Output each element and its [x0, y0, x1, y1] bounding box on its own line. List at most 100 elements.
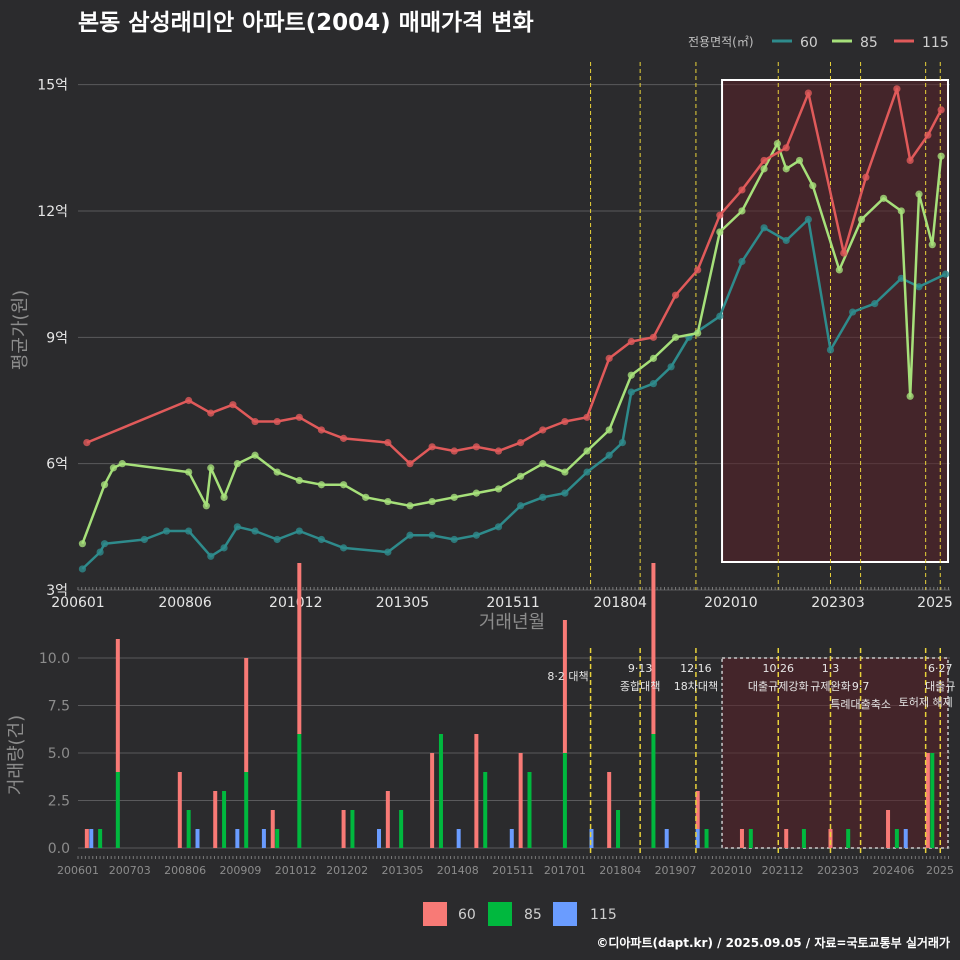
- data-point-60: [220, 544, 228, 552]
- data-point-60: [605, 451, 613, 459]
- top-x-tick-label: 200601: [51, 595, 104, 611]
- data-point-60: [295, 527, 303, 535]
- policy-label: 6·27: [928, 662, 953, 675]
- bar-legend-swatch-115: [553, 902, 577, 926]
- policy-sublabel: 특례대출축소: [830, 698, 891, 711]
- data-point-115: [760, 156, 768, 165]
- source-caption: ©디아파트(dapt.kr) / 2025.09.05 / 자료=국토교통부 실…: [596, 935, 950, 950]
- data-point-85: [251, 451, 259, 459]
- policy-label: 10·26: [763, 662, 795, 675]
- data-point-60: [185, 527, 193, 535]
- bottom-y-tick-label: 2.5: [48, 794, 70, 810]
- data-point-85: [494, 485, 503, 493]
- volume-bar-85: [748, 829, 753, 848]
- data-point-115: [804, 89, 812, 97]
- data-point-85: [906, 392, 914, 400]
- data-point-60: [915, 283, 923, 291]
- data-point-60: [804, 215, 812, 223]
- policy-label: 12·16: [680, 662, 712, 675]
- highlight-region-bottom: [721, 657, 949, 849]
- volume-bar-115: [903, 829, 908, 848]
- data-point-85: [694, 329, 702, 337]
- data-point-60: [826, 346, 835, 354]
- bottom-x-tick-label: 201511: [492, 864, 534, 877]
- volume-bar-85: [244, 772, 249, 848]
- data-point-115: [406, 460, 414, 468]
- data-point-115: [185, 396, 193, 405]
- data-point-60: [782, 236, 790, 245]
- volume-bar-85: [98, 829, 103, 848]
- bottom-x-tick-label: 202303: [817, 864, 859, 877]
- bottom-x-tick-label: 200909: [219, 864, 261, 877]
- data-point-60: [871, 300, 879, 308]
- data-point-115: [384, 439, 392, 447]
- policy-label: 1·3: [822, 662, 840, 675]
- data-point-115: [862, 173, 870, 181]
- volume-bar-85: [894, 829, 899, 848]
- top-x-tick-label: 202303: [811, 595, 864, 611]
- data-point-60: [428, 531, 436, 539]
- data-point-115: [906, 156, 914, 165]
- legend-label-85: 85: [860, 35, 878, 51]
- data-point-85: [583, 447, 591, 455]
- data-point-85: [937, 152, 945, 160]
- data-point-60: [100, 540, 109, 548]
- data-point-115: [893, 85, 901, 93]
- top-x-tick-label: 202010: [704, 595, 757, 611]
- top-y-axis-title: 평균가(원): [10, 290, 31, 370]
- data-point-115: [694, 266, 702, 274]
- data-point-85: [517, 472, 525, 480]
- data-point-60: [140, 535, 148, 544]
- data-point-85: [100, 481, 109, 489]
- data-point-60: [517, 502, 525, 510]
- policy-label: 토허제 해제: [899, 695, 953, 709]
- data-point-85: [207, 464, 215, 472]
- top-x-tick-label: 200806: [158, 595, 212, 611]
- data-point-115: [627, 337, 635, 346]
- volume-bar-chart: 0.0 2.5 5.0 7.5 10.0 8·2 대책 9·13 종합대책 12·16 18차대책…: [39, 563, 955, 877]
- volume-bar-60: [270, 810, 275, 848]
- data-point-60: [233, 523, 241, 531]
- data-point-60: [667, 363, 675, 371]
- data-point-85: [897, 207, 905, 215]
- top-y-tick-label: 12억: [37, 204, 68, 220]
- volume-bar-85: [399, 810, 404, 848]
- data-point-85: [202, 502, 210, 510]
- top-x-tick-label: 201305: [376, 595, 429, 611]
- data-point-60: [406, 531, 414, 539]
- top-x-tick-label: 201012: [269, 595, 322, 611]
- data-point-85: [649, 354, 658, 362]
- data-point-60: [384, 548, 392, 556]
- bottom-x-tick-label: 202010: [710, 864, 752, 877]
- data-point-115: [937, 106, 945, 114]
- volume-bar-85: [297, 734, 302, 848]
- data-point-85: [795, 156, 804, 165]
- data-point-60: [78, 565, 87, 573]
- bottom-x-tick-label: 200703: [109, 864, 151, 877]
- data-point-85: [406, 502, 414, 510]
- data-point-60: [317, 535, 326, 544]
- data-point-115: [924, 131, 932, 139]
- bottom-x-tick-label: 201202: [326, 864, 368, 877]
- data-point-85: [233, 460, 241, 468]
- data-point-85: [716, 228, 724, 236]
- volume-bar-60: [430, 753, 435, 848]
- volume-bar-85: [704, 829, 709, 848]
- data-point-60: [561, 489, 569, 497]
- volume-bar-85: [846, 829, 851, 848]
- data-point-85: [450, 493, 458, 501]
- data-point-85: [220, 493, 228, 501]
- volume-bar-60: [213, 791, 218, 848]
- data-point-60: [450, 535, 458, 544]
- data-point-60: [494, 523, 503, 531]
- data-point-85: [782, 165, 790, 173]
- data-point-115: [583, 413, 591, 421]
- data-point-115: [295, 413, 303, 421]
- top-x-tick-label: 201804: [594, 595, 648, 611]
- volume-bar-85: [483, 772, 488, 848]
- price-line-chart: 3억 6억 9억 12억 15억 200601 200806 201012 201305 2015…: [37, 62, 953, 611]
- data-point-115: [494, 447, 503, 455]
- data-point-60: [649, 380, 658, 388]
- data-point-85: [671, 333, 680, 341]
